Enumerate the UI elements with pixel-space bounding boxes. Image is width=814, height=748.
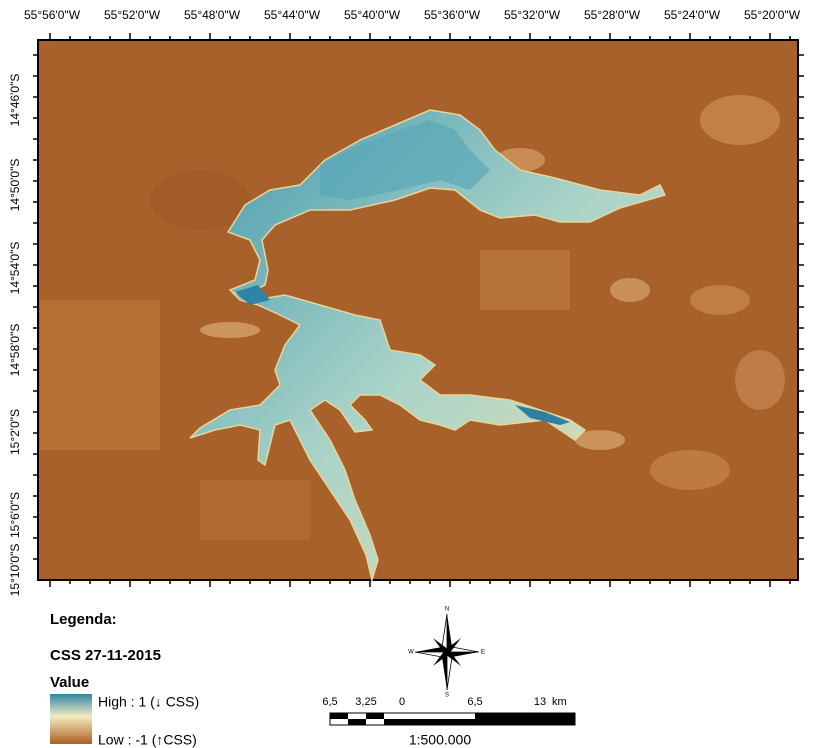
legend-title: Legenda:: [50, 611, 117, 628]
longitude-label: 55°28'0"W: [584, 8, 641, 22]
longitude-label: 55°20'0"W: [744, 8, 801, 22]
north-label: N: [445, 607, 449, 613]
scale-label: 3,25: [355, 696, 376, 708]
scale-bar: 6,5 3,25 0 6,5 13 km 1:500.000: [322, 696, 575, 748]
latitude-label: 15°10'0"S: [8, 544, 22, 597]
longitude-label: 55°52'0"W: [104, 8, 161, 22]
longitude-label: 55°48'0"W: [184, 8, 241, 22]
scale-ratio: 1:500.000: [409, 732, 471, 748]
west-label: W: [408, 650, 414, 656]
legend-value-heading: Value: [50, 674, 89, 691]
latitude-label: 14°54'0"S: [8, 242, 22, 295]
legend-ramp: [50, 694, 92, 744]
legend-low: Low : -1 (↑CSS): [98, 732, 197, 748]
longitude-label: 55°56'0"W: [24, 8, 81, 22]
latitude-label: 15°2'0"S: [8, 409, 22, 455]
scale-label: 6,5: [322, 696, 337, 708]
scale-unit: km: [552, 696, 567, 708]
map-frame: [38, 40, 798, 580]
longitude-label: 55°36'0"W: [424, 8, 481, 22]
scale-label: 6,5: [467, 696, 482, 708]
legend: Legenda: CSS 27-11-2015 Value High : 1 (…: [50, 611, 199, 748]
legend-high: High : 1 (↓ CSS): [98, 694, 199, 710]
latitude-label: 14°58'0"S: [8, 324, 22, 377]
longitude-label: 55°32'0"W: [504, 8, 561, 22]
latitude-label: 14°50'0"S: [8, 159, 22, 212]
longitude-label: 55°40'0"W: [344, 8, 401, 22]
legend-subtitle: CSS 27-11-2015: [50, 647, 161, 664]
longitude-label: 55°24'0"W: [664, 8, 721, 22]
scale-label: 13: [534, 696, 546, 708]
map-figure: 55°56'0"W 55°52'0"W 55°48'0"W 55°44'0"W 55°4…: [0, 0, 814, 748]
east-label: E: [481, 650, 485, 656]
south-label: S: [445, 693, 449, 699]
scale-label: 0: [399, 696, 405, 708]
longitude-label: 55°44'0"W: [264, 8, 321, 22]
latitude-label: 14°46'0"S: [8, 74, 22, 127]
latitude-label: 15°6'0"S: [8, 492, 22, 538]
north-arrow: N S E W: [408, 607, 485, 699]
